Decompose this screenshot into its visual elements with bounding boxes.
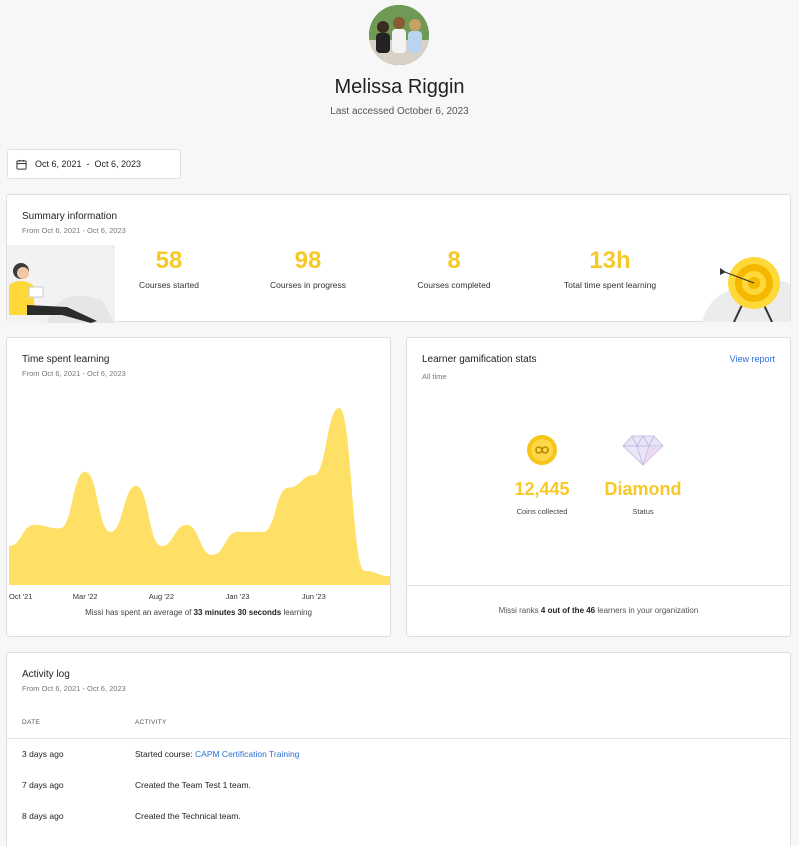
coin-icon	[527, 435, 557, 465]
summary-subtitle: From Oct 6, 2021 - Oct 6, 2023	[22, 226, 126, 235]
date-separator: -	[86, 159, 90, 169]
summary-title: Summary information	[22, 211, 118, 222]
calendar-icon	[16, 159, 27, 170]
header-divider	[7, 738, 790, 739]
user-name: Melissa Riggin	[334, 76, 465, 98]
row-text: Started course:	[135, 749, 196, 759]
coins-stat: 12,445 Coins collected	[487, 434, 597, 516]
divider	[407, 585, 790, 586]
stat-total-time: 13h Total time spent learning	[540, 247, 680, 290]
stat-label: Courses completed	[417, 280, 491, 290]
activity-title: Activity log	[22, 669, 70, 680]
x-tick-label: Jun '23	[302, 592, 326, 601]
reading-person-illustration	[7, 245, 115, 323]
avatar	[369, 5, 429, 65]
diamond-icon	[622, 435, 664, 466]
stat-value: 58	[155, 247, 183, 274]
row-activity: Started course: CAPM Certification Train…	[135, 749, 299, 759]
x-tick-label: Jan '23	[226, 592, 250, 601]
stat-label: Total time spent learning	[563, 280, 657, 290]
row-date: 3 days ago	[22, 749, 64, 759]
activity-subtitle: From Oct 6, 2021 - Oct 6, 2023	[22, 684, 126, 693]
x-tick-label: Mar '22	[73, 592, 98, 601]
rank-prefix: Missi ranks	[498, 606, 539, 615]
status-value: Diamond	[604, 479, 682, 499]
x-tick-label: Oct '21	[9, 592, 33, 601]
x-axis-ticks: Oct '21 Mar '22 Aug '22 Jan '23 Jun '23	[9, 592, 326, 601]
stat-value: 8	[447, 247, 461, 274]
rank-suffix: learners in your organization	[597, 606, 699, 615]
last-accessed: Last accessed October 6, 2023	[330, 106, 469, 117]
row-activity: Created the Team Test 1 team.	[135, 780, 251, 790]
course-link[interactable]: CAPM Certification Training	[195, 749, 300, 759]
status-label: Status	[632, 507, 654, 516]
stat-label: Courses in progress	[269, 280, 347, 290]
table-row: 3 days ago Started course: CAPM Certific…	[7, 749, 790, 780]
table-row: 8 days ago Created the Technical team.	[7, 811, 790, 842]
time-spent-subtitle: From Oct 6, 2021 - Oct 6, 2023	[22, 369, 126, 378]
rank-note: Missi ranks 4 out of the 46 learners in …	[407, 606, 790, 615]
row-date: 8 days ago	[22, 811, 64, 821]
note-value: 33 minutes 30 seconds	[193, 608, 282, 617]
coins-value: 12,445	[514, 479, 570, 499]
column-header-activity: ACTIVITY	[135, 719, 167, 726]
stat-label: Courses started	[139, 280, 199, 290]
note-prefix: Missi has spent an average of	[85, 608, 192, 617]
date-end: Oct 6, 2023	[94, 159, 142, 169]
gamification-period: All time	[422, 372, 447, 381]
stat-value: 98	[294, 247, 322, 274]
x-tick-label: Aug '22	[149, 592, 174, 601]
rank-value: 4 out of the 46	[540, 606, 596, 615]
note-suffix: learning	[283, 608, 312, 617]
gamification-title: Learner gamification stats	[422, 354, 537, 365]
table-row: 7 days ago Created the Team Test 1 team.	[7, 780, 790, 811]
summary-card: Summary information From Oct 6, 2021 - O…	[6, 194, 791, 323]
row-activity: Created the Technical team.	[135, 811, 241, 821]
time-spent-area-series	[9, 408, 390, 585]
time-spent-chart: Oct '21 Mar '22 Aug '22 Jan '23 Jun '23	[9, 408, 390, 601]
gamification-card: Learner gamification stats View report A…	[406, 337, 791, 637]
stat-courses-started: 58 Courses started	[99, 247, 239, 290]
time-spent-note: Missi has spent an average of 33 minutes…	[7, 608, 390, 617]
coins-label: Coins collected	[516, 507, 568, 516]
target-illustration	[702, 257, 790, 322]
stat-courses-completed: 8 Courses completed	[384, 247, 524, 290]
date-start: Oct 6, 2021	[35, 159, 82, 169]
view-report-link[interactable]: View report	[729, 354, 775, 364]
stat-value: 13h	[589, 247, 631, 274]
date-range-picker[interactable]: Oct 6, 2021 - Oct 6, 2023	[7, 149, 181, 179]
status-stat: Diamond Status	[588, 434, 698, 516]
row-date: 7 days ago	[22, 780, 64, 790]
activity-log-card: Activity log From Oct 6, 2021 - Oct 6, 2…	[6, 652, 791, 846]
time-spent-title: Time spent learning	[22, 354, 110, 365]
stat-courses-in-progress: 98 Courses in progress	[238, 247, 378, 290]
column-header-date: DATE	[22, 719, 41, 726]
time-spent-card: Time spent learning From Oct 6, 2021 - O…	[6, 337, 391, 637]
